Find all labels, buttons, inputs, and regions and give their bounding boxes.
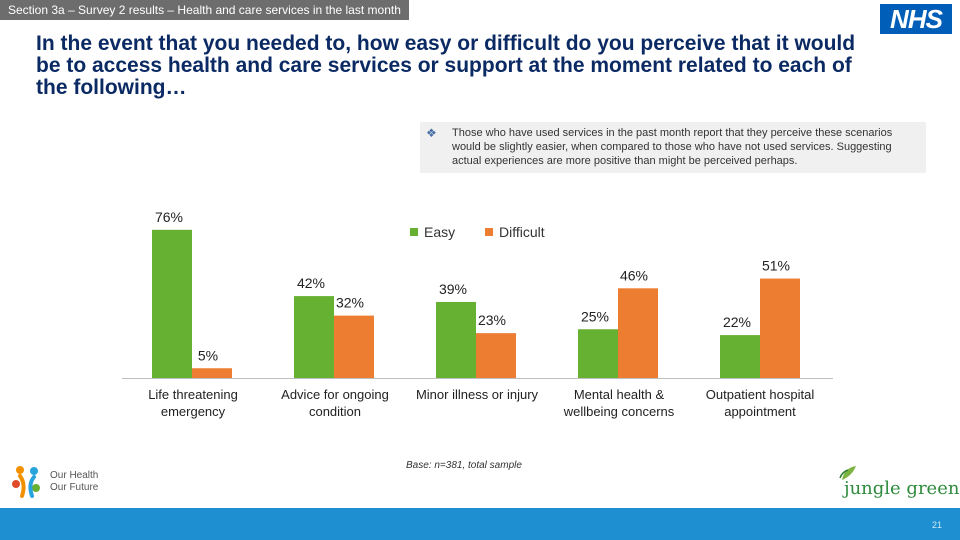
bar-difficult	[192, 368, 232, 378]
jungle-green-text: jungle green	[844, 478, 960, 499]
logo-line-2: Our Future	[50, 482, 99, 493]
people-cluster-icon	[12, 466, 40, 498]
legend-label-easy: Easy	[424, 224, 456, 240]
value-label-easy: 42%	[297, 275, 325, 291]
legend-item-easy: Easy	[410, 224, 455, 240]
value-label-easy: 76%	[155, 209, 183, 225]
category-label: Advice for ongoing condition	[281, 387, 389, 419]
category-label: Outpatient hospital appointment	[705, 387, 815, 419]
page-number: 21	[931, 520, 942, 530]
bar-difficult	[618, 288, 658, 378]
value-label-difficult: 23%	[478, 312, 506, 328]
value-label-easy: 25%	[581, 308, 609, 324]
jungle-green-logo: jungle green	[838, 464, 959, 499]
diamond-bullet-icon: ❖	[426, 126, 437, 140]
section-tag: Section 3a – Survey 2 results – Health a…	[0, 0, 409, 20]
bar-easy	[720, 335, 760, 378]
category-label: Mental health & wellbeing concerns	[563, 387, 675, 419]
nhs-logo: NHS	[880, 4, 952, 34]
legend-label-difficult: Difficult	[499, 224, 545, 240]
value-label-easy: 39%	[439, 281, 467, 297]
footer-bar: 21	[0, 508, 960, 540]
leaf-icon	[839, 466, 856, 480]
bar-easy	[578, 329, 618, 378]
value-label-difficult: 46%	[620, 267, 648, 283]
category-label: Life threatening emergency	[148, 387, 238, 419]
base-note: Base: n=381, total sample	[406, 460, 522, 471]
value-label-easy: 22%	[723, 314, 751, 330]
legend-swatch-difficult	[485, 228, 493, 236]
category-label: Minor illness or injury	[415, 387, 539, 402]
bar-easy	[436, 301, 476, 378]
page-title: In the event that you needed to, how eas…	[36, 32, 856, 99]
bar-easy	[152, 229, 192, 378]
value-label-difficult: 5%	[198, 347, 218, 363]
legend-item-difficult: Difficult	[485, 224, 545, 240]
insight-note: ❖ Those who have used services in the pa…	[420, 122, 926, 173]
value-label-difficult: 51%	[762, 258, 790, 274]
logo-line-1: Our Health	[50, 470, 99, 481]
value-label-difficult: 32%	[336, 295, 364, 311]
bar-easy	[294, 296, 334, 378]
our-health-our-future-logo: Our Health Our Future	[8, 462, 98, 502]
insight-note-text: Those who have used services in the past…	[452, 127, 893, 167]
bar-difficult	[334, 315, 374, 378]
bar-difficult	[760, 278, 800, 378]
bar-difficult	[476, 333, 516, 378]
legend-swatch-easy	[410, 228, 418, 236]
